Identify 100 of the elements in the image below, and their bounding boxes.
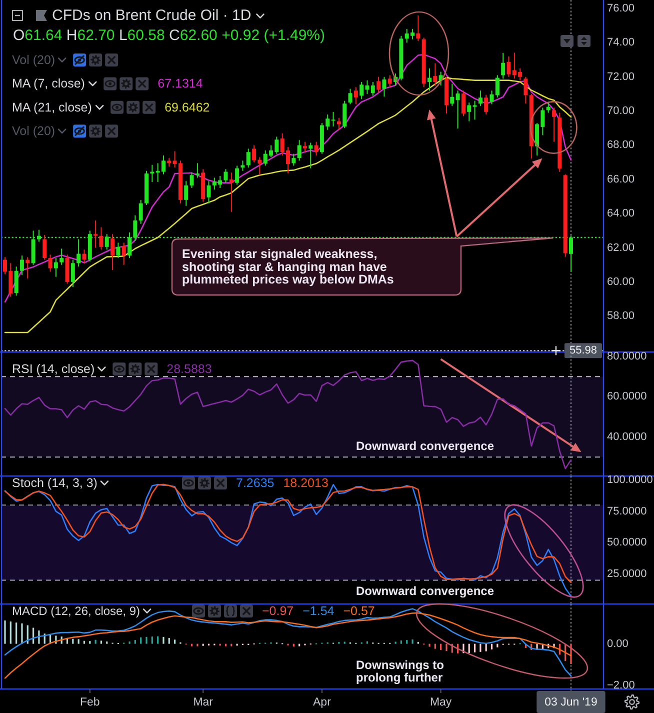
candlestick: [524, 76, 528, 104]
annotation: −0.57: [343, 604, 375, 618]
candlestick: [110, 234, 115, 270]
candlestick: [133, 214, 138, 242]
candlestick: [31, 230, 36, 266]
annotation: 67.1314: [158, 76, 203, 91]
text: RSI (14, close): [12, 362, 95, 376]
y-tick-label: 76.00: [607, 2, 635, 15]
y-tick-label: 75.0000: [607, 505, 647, 518]
candlestick: [331, 111, 336, 127]
candlestick: [501, 52, 506, 80]
chart-title: MACD (12, 26, close, 9): [12, 604, 140, 618]
candlestick: [240, 160, 245, 172]
candlestick: [128, 232, 132, 259]
x-tick-label: Mar: [193, 696, 214, 708]
candlestick: [82, 248, 86, 264]
candlestick: [65, 254, 70, 284]
y-tick-label: 68.00: [607, 139, 635, 152]
y-tick-label: 74.00: [607, 36, 635, 49]
y-tick-label: 70.00: [607, 105, 635, 118]
candlestick: [42, 234, 47, 260]
y-tick-label: 60.0000: [607, 390, 647, 403]
candlestick: [376, 76, 381, 93]
candlestick: [342, 100, 347, 129]
annotation: Downward convergence: [356, 584, 494, 598]
candlestick: [190, 172, 194, 188]
candlestick: [308, 142, 313, 169]
y-tick-label: 80.0000: [607, 350, 647, 362]
annotation: 28.5883: [166, 362, 212, 376]
candlestick: [292, 153, 296, 166]
annotation: Vol (20): [12, 124, 56, 138]
candlestick: [506, 56, 511, 78]
ref-line-label: 55.98: [569, 344, 598, 357]
candlestick: [235, 165, 240, 186]
candlestick: [569, 235, 573, 273]
candlestick: [297, 140, 302, 162]
annotation: 18.2013: [283, 476, 328, 490]
candlestick: [224, 168, 228, 184]
candlestick: [416, 14, 420, 42]
annotation: MA (7, close): [12, 76, 85, 91]
annotation: Downswings to prolong further: [356, 658, 448, 684]
candlestick: [184, 180, 188, 206]
x-tick-label: Feb: [80, 696, 100, 708]
y-tick-label: 66.00: [607, 173, 635, 186]
candlestick: [472, 100, 477, 120]
candlestick: [150, 164, 154, 182]
annotation: −1.54: [302, 604, 334, 618]
y-tick-label: 0.00: [607, 638, 628, 650]
candlestick: [54, 258, 58, 278]
candlestick: [461, 90, 466, 117]
annotation: Vol (20): [12, 53, 56, 67]
y-tick-label: −2.00: [607, 679, 635, 692]
annotation: Evening star signaled weakness, shooting star & hanging man have plummeted prices way below DMAs: [182, 247, 394, 287]
y-tick-label: 64.00: [607, 208, 635, 220]
x-tick-label: May: [430, 696, 452, 708]
line-series: [4, 54, 572, 303]
candlestick: [348, 88, 352, 105]
y-tick-label: 58.00: [607, 310, 635, 322]
candlestick: [370, 82, 375, 96]
candlestick: [206, 180, 211, 204]
y-tick-label: 40.0000: [607, 430, 647, 443]
candlestick: [26, 256, 30, 280]
candlestick: [484, 94, 488, 115]
candlestick: [48, 254, 52, 272]
y-tick-label: 62.00: [607, 242, 635, 254]
y-tick-label: 50.0000: [607, 536, 647, 549]
y-tick-label: 72.00: [607, 70, 635, 83]
candlestick: [104, 234, 109, 250]
candlestick: [76, 238, 81, 268]
annotation: MA (21, close): [12, 100, 92, 114]
candlestick: [302, 141, 307, 153]
y-tick-label: 100.0000: [607, 474, 653, 486]
candlestick: [382, 76, 386, 98]
candlestick: [138, 199, 143, 224]
annotation: 7.2635: [236, 476, 274, 490]
candlestick: [70, 259, 75, 288]
candlestick: [99, 226, 104, 250]
candlestick: [229, 172, 234, 212]
chart-title: Stoch (14, 3, 3): [12, 476, 98, 490]
x-tick-label: 03 Jun '19: [544, 696, 598, 708]
candlestick: [354, 86, 358, 105]
candlestick: [467, 102, 472, 122]
candlestick: [314, 141, 318, 156]
candlestick: [450, 83, 454, 106]
candlestick: [478, 90, 482, 106]
y-tick-label: 60.00: [607, 276, 635, 288]
candlestick: [433, 62, 438, 86]
annotation: −0.97: [262, 604, 294, 618]
candlestick: [116, 242, 120, 259]
annotation: Downward convergence: [356, 439, 494, 453]
y-tick-label: 25.0000: [607, 568, 647, 580]
text: CFDs on Brent Crude Oil · 1D: [52, 7, 252, 24]
annotation: 69.6462: [164, 100, 210, 114]
line-series: [4, 360, 572, 470]
candlestick: [122, 242, 126, 266]
candlestick: [60, 248, 64, 266]
x-tick-label: Apr: [313, 696, 332, 708]
candlestick: [552, 107, 556, 142]
candlestick: [456, 90, 460, 129]
candlestick: [94, 220, 98, 248]
